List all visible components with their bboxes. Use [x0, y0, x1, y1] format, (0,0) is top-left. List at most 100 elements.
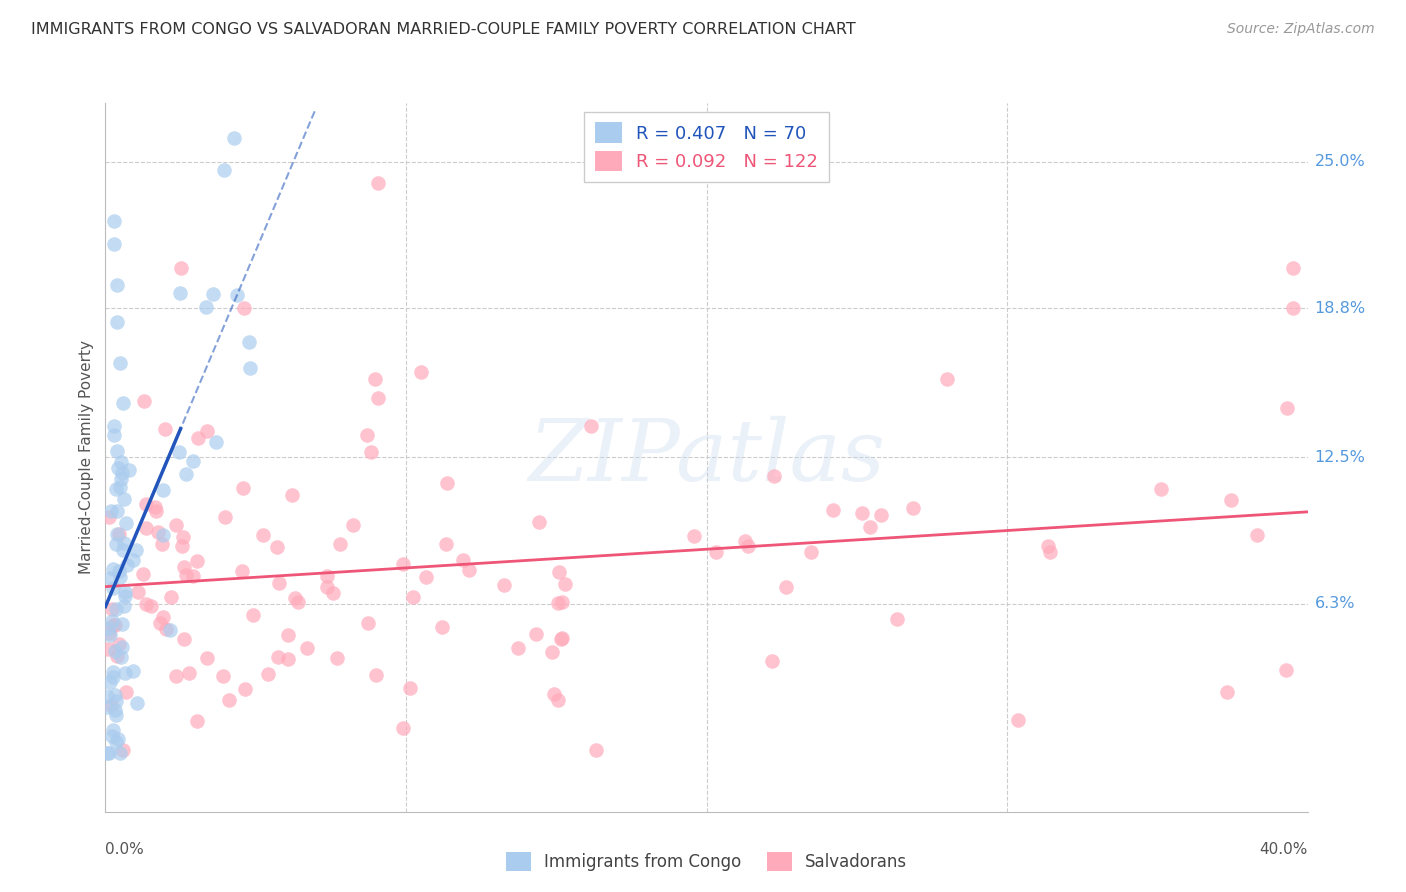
- Point: [1275, 401, 1298, 416]
- Point: [104, 703, 127, 717]
- Point: [98, 571, 121, 585]
- Point: [169, 261, 191, 276]
- Point: [170, 539, 193, 553]
- Point: [122, 664, 145, 678]
- Point: [143, 500, 166, 514]
- Point: [150, 537, 173, 551]
- Point: [96, 700, 118, 714]
- Point: [277, 652, 299, 666]
- Point: [159, 623, 181, 637]
- Point: [153, 422, 176, 436]
- Point: [149, 616, 172, 631]
- Point: [112, 599, 135, 613]
- Point: [762, 469, 785, 483]
- Point: [541, 644, 564, 658]
- Point: [103, 237, 125, 252]
- Point: [98, 625, 121, 640]
- Point: [101, 618, 124, 632]
- Point: [252, 528, 274, 542]
- Point: [108, 637, 131, 651]
- Point: [800, 545, 823, 559]
- Point: [529, 515, 551, 529]
- Point: [364, 372, 387, 386]
- Point: [103, 427, 125, 442]
- Point: [101, 614, 124, 628]
- Point: [195, 300, 218, 314]
- Point: [97, 641, 120, 656]
- Point: [110, 650, 132, 665]
- Point: [104, 644, 127, 658]
- Point: [98, 675, 121, 690]
- Point: [97, 621, 120, 635]
- Point: [104, 708, 127, 723]
- Point: [181, 454, 204, 468]
- Text: 0.0%: 0.0%: [105, 842, 145, 857]
- Point: [1039, 545, 1062, 559]
- Point: [231, 564, 253, 578]
- Point: [181, 569, 204, 583]
- Point: [105, 444, 128, 458]
- Point: [108, 569, 131, 583]
- Point: [1220, 493, 1243, 508]
- Point: [775, 581, 797, 595]
- Point: [1274, 663, 1296, 677]
- Point: [233, 681, 256, 696]
- Point: [110, 472, 132, 486]
- Point: [101, 601, 124, 615]
- Point: [105, 735, 128, 749]
- Point: [508, 641, 530, 656]
- Point: [704, 545, 727, 559]
- Point: [155, 622, 177, 636]
- Point: [100, 698, 122, 713]
- Point: [107, 461, 129, 475]
- Point: [287, 594, 309, 608]
- Point: [266, 541, 288, 555]
- Point: [167, 444, 190, 458]
- Text: 18.8%: 18.8%: [1315, 301, 1365, 316]
- Point: [172, 530, 194, 544]
- Text: 40.0%: 40.0%: [1260, 842, 1308, 857]
- Point: [117, 558, 139, 572]
- Point: [174, 568, 197, 582]
- Point: [103, 562, 125, 576]
- Point: [107, 564, 129, 578]
- Point: [135, 597, 157, 611]
- Point: [110, 617, 132, 632]
- Point: [402, 591, 425, 605]
- Point: [98, 628, 121, 642]
- Point: [859, 520, 882, 534]
- Point: [195, 650, 218, 665]
- Point: [101, 670, 124, 684]
- Point: [222, 131, 245, 145]
- Point: [434, 537, 457, 551]
- Point: [98, 510, 121, 524]
- Point: [135, 521, 157, 535]
- Point: [101, 582, 124, 596]
- Point: [195, 424, 218, 438]
- Point: [132, 566, 155, 581]
- Point: [111, 640, 134, 654]
- Point: [97, 746, 120, 760]
- Point: [114, 665, 136, 680]
- Point: [492, 578, 515, 592]
- Point: [118, 463, 141, 477]
- Point: [141, 599, 163, 613]
- Point: [316, 580, 339, 594]
- Point: [360, 445, 382, 459]
- Point: [399, 681, 422, 696]
- Point: [112, 743, 135, 757]
- Point: [103, 214, 125, 228]
- Point: [105, 504, 128, 518]
- Point: [176, 467, 198, 481]
- Point: [108, 480, 131, 494]
- Point: [550, 632, 572, 646]
- Point: [232, 301, 254, 316]
- Point: [280, 488, 302, 502]
- Point: [737, 539, 759, 553]
- Legend: Immigrants from Congo, Salvadorans: Immigrants from Congo, Salvadorans: [499, 846, 914, 878]
- Point: [267, 650, 290, 665]
- Point: [173, 632, 195, 646]
- Point: [821, 503, 844, 517]
- Point: [357, 615, 380, 630]
- Point: [108, 746, 131, 760]
